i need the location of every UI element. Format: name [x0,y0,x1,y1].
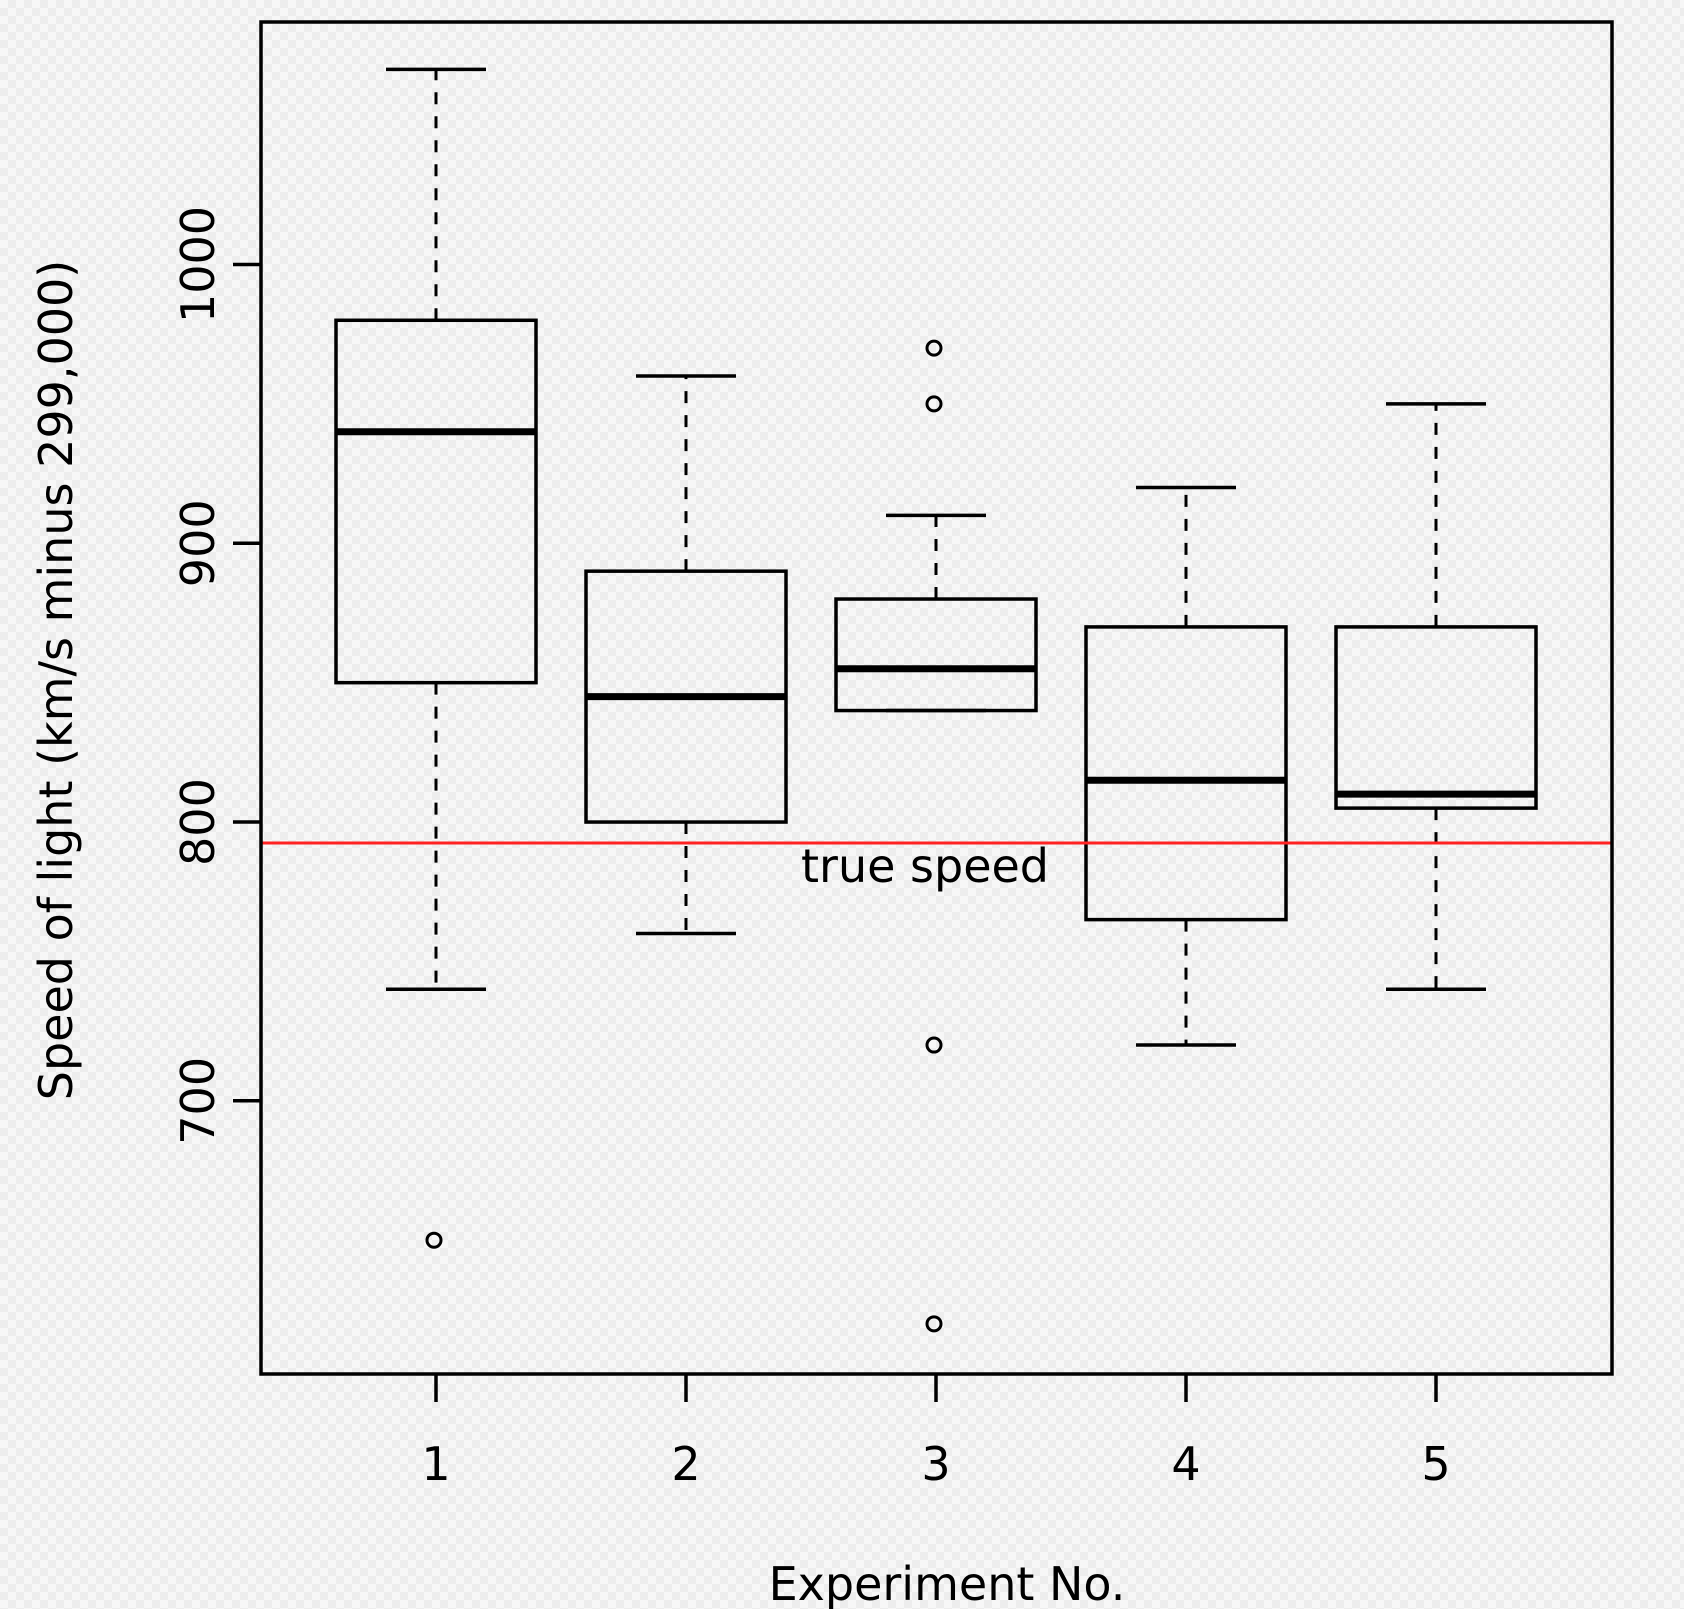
box-group-4 [1084,485,1288,1047]
box-group-5 [1334,402,1538,992]
box-group-2 [584,374,788,936]
iqr-box [1334,625,1538,810]
x-tick-label: 1 [421,1437,450,1491]
box-group-1 [334,67,538,1249]
y-tick-label: 1000 [171,206,225,323]
y-tick-label: 900 [171,499,225,587]
y-axis-label: Speed of light (km/s minus 299,000) [29,260,83,1101]
outlier-point [925,395,943,413]
iqr-box [1084,625,1288,922]
outlier-point [925,1315,943,1333]
x-tick-label: 3 [921,1437,950,1491]
x-tick-label: 4 [1171,1437,1200,1491]
box-group-3 [834,339,1038,1333]
iqr-box [334,318,538,685]
plot-frame [259,20,1614,1376]
y-tick-label: 800 [171,778,225,866]
chart-axes: 700 800 900 1000 1 2 3 4 5 [171,206,1451,1491]
iqr-box [834,597,1038,713]
true-speed-label: true speed [801,839,1049,893]
x-tick-label: 2 [671,1437,700,1491]
chart-marks [334,67,1538,1333]
y-tick-label: 700 [171,1057,225,1145]
outlier-point [925,339,943,357]
outlier-point [925,1036,943,1054]
x-tick-label: 5 [1421,1437,1450,1491]
x-axis-label: Experiment No. [769,1557,1126,1609]
outlier-point [425,1231,443,1249]
